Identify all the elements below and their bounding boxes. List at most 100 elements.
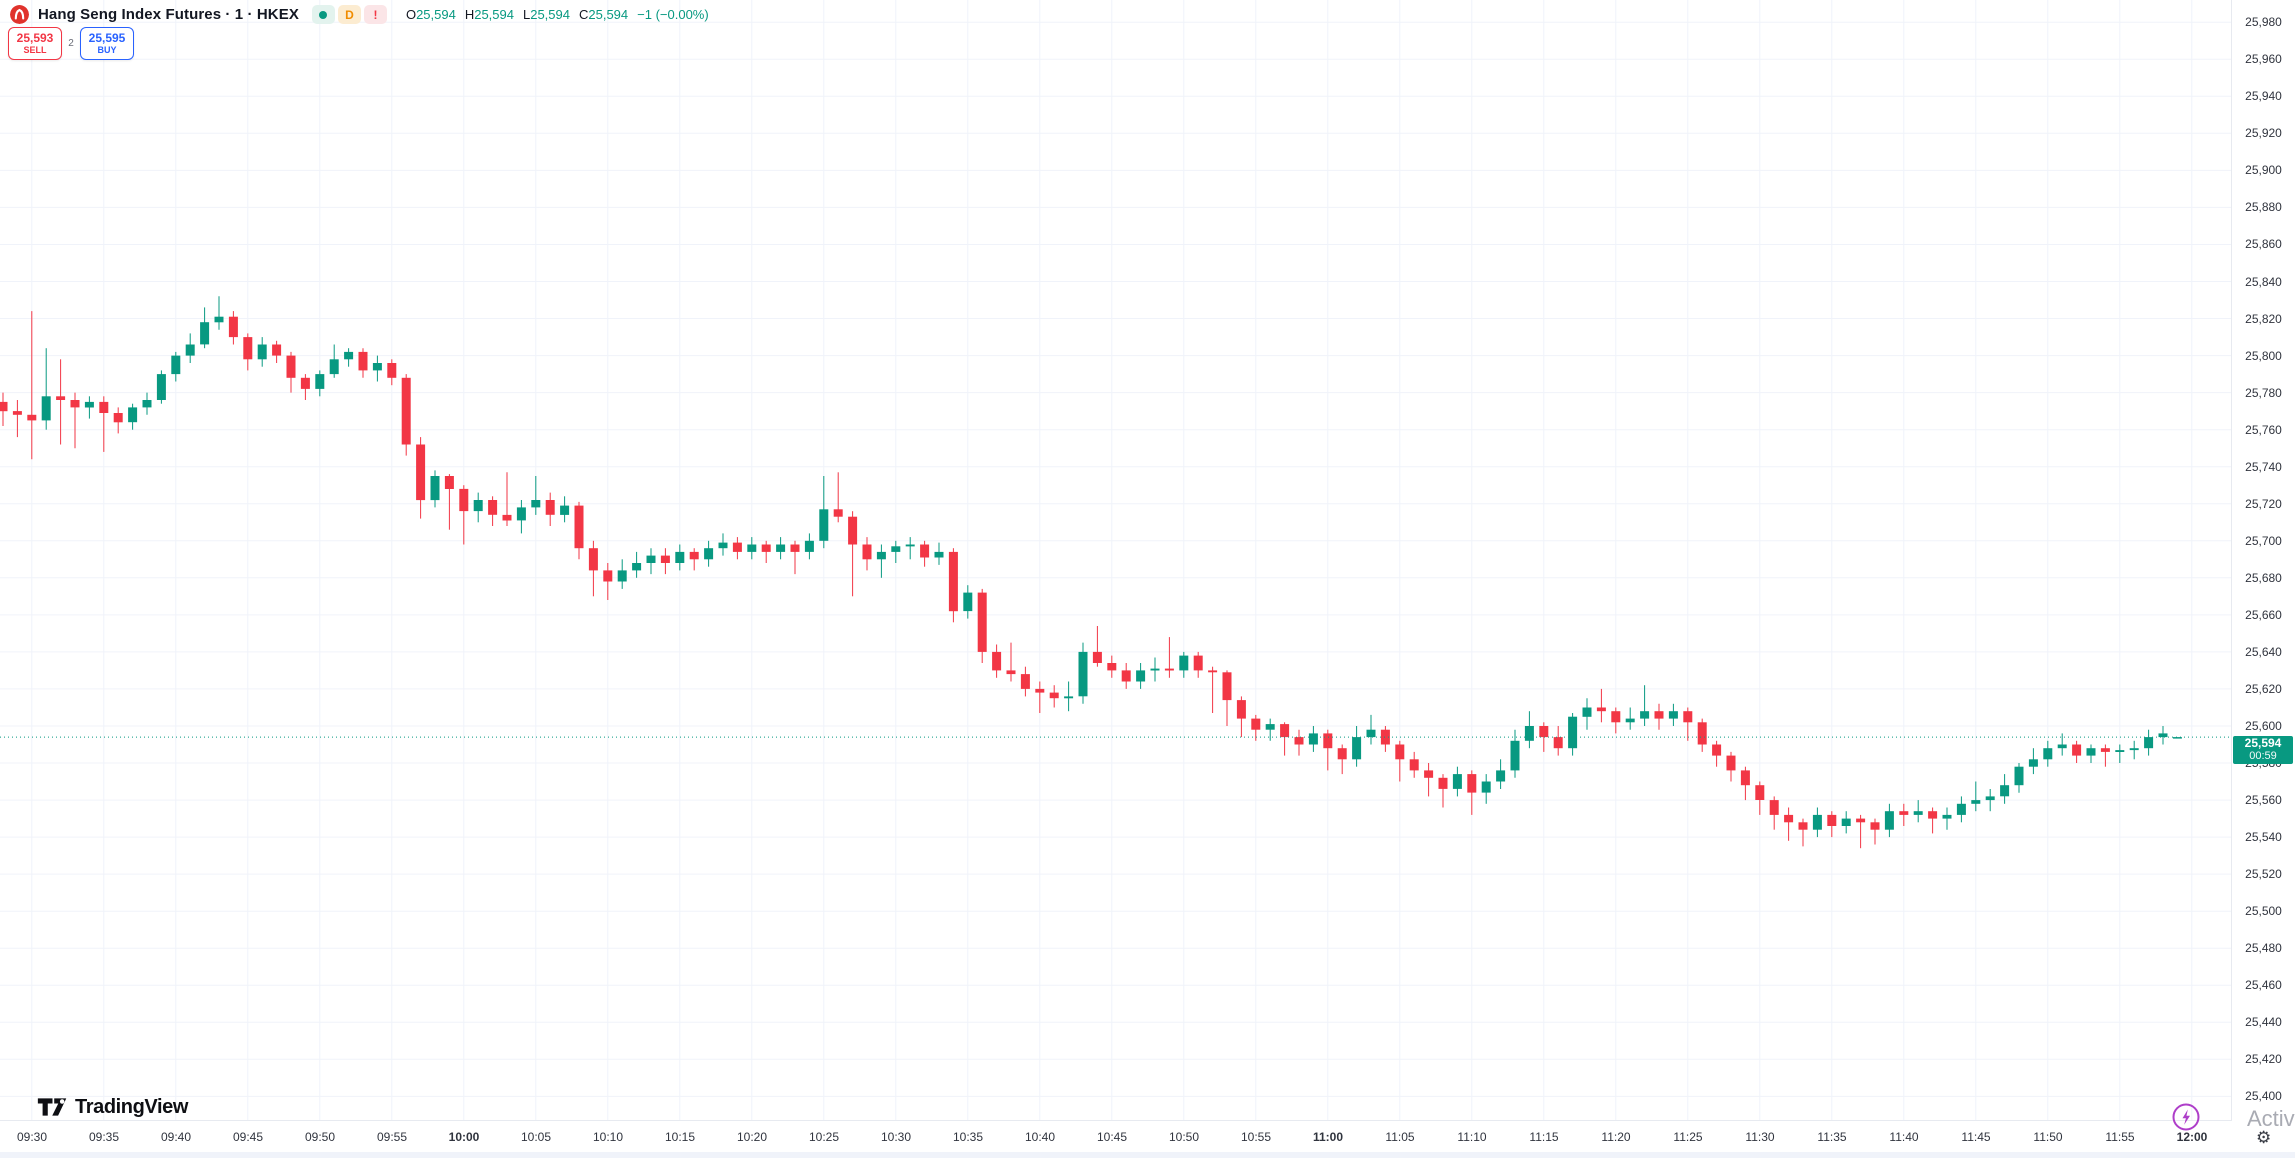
- candle[interactable]: [1712, 740, 1722, 767]
- candle[interactable]: [2115, 744, 2125, 764]
- candle[interactable]: [977, 588, 987, 663]
- hang-seng-logo-icon[interactable]: [10, 5, 29, 24]
- candle[interactable]: [2000, 774, 2010, 804]
- candle[interactable]: [2072, 740, 2082, 763]
- candle[interactable]: [214, 296, 224, 330]
- candle[interactable]: [545, 492, 555, 526]
- candle[interactable]: [2014, 763, 2024, 793]
- candle[interactable]: [444, 474, 454, 530]
- candle[interactable]: [185, 333, 195, 363]
- instant-trading-button[interactable]: [2171, 1102, 2201, 1132]
- buy-button[interactable]: 25,595 BUY: [80, 27, 134, 60]
- candle[interactable]: [992, 644, 1002, 678]
- candle[interactable]: [761, 540, 771, 563]
- candle[interactable]: [1035, 681, 1045, 714]
- tradingview-watermark[interactable]: TradingView: [37, 1095, 188, 1119]
- candle[interactable]: [833, 472, 843, 523]
- candle[interactable]: [2043, 740, 2053, 767]
- candle[interactable]: [1841, 811, 1851, 834]
- candle[interactable]: [1064, 681, 1074, 712]
- alert-badge[interactable]: !: [363, 5, 387, 24]
- candle[interactable]: [473, 492, 483, 523]
- candle[interactable]: [1308, 726, 1318, 752]
- candle[interactable]: [819, 476, 829, 549]
- candle[interactable]: [1323, 729, 1333, 771]
- candle[interactable]: [1121, 663, 1131, 689]
- candle[interactable]: [2129, 740, 2139, 760]
- candle[interactable]: [1928, 807, 1938, 834]
- candle[interactable]: [1568, 713, 1578, 756]
- candle[interactable]: [1524, 711, 1534, 749]
- candle[interactable]: [934, 542, 944, 565]
- candle[interactable]: [502, 472, 512, 526]
- candle[interactable]: [344, 348, 354, 367]
- candle[interactable]: [617, 559, 627, 589]
- candle[interactable]: [12, 400, 22, 438]
- candle[interactable]: [560, 496, 570, 523]
- candle[interactable]: [459, 485, 469, 545]
- candle[interactable]: [0, 392, 8, 426]
- candle[interactable]: [228, 311, 238, 345]
- candle[interactable]: [1510, 729, 1520, 778]
- candle[interactable]: [1280, 722, 1290, 756]
- candle[interactable]: [1769, 796, 1779, 830]
- candle[interactable]: [1913, 800, 1923, 823]
- candle[interactable]: [963, 585, 973, 619]
- candle[interactable]: [905, 537, 915, 560]
- candle[interactable]: [1640, 685, 1650, 726]
- candle[interactable]: [1899, 803, 1909, 826]
- candle[interactable]: [286, 351, 296, 393]
- time-axis[interactable]: 09:30 09:35 09:40 09:45 09:50 09:55 10:00 10:05…: [0, 1120, 2232, 1153]
- candle[interactable]: [1496, 759, 1506, 789]
- candle[interactable]: [200, 307, 210, 349]
- candle[interactable]: [1236, 696, 1246, 738]
- candle[interactable]: [776, 537, 786, 560]
- candle[interactable]: [1265, 718, 1275, 741]
- candle[interactable]: [1049, 685, 1059, 708]
- candle[interactable]: [1078, 642, 1088, 704]
- candle[interactable]: [531, 476, 541, 515]
- candle[interactable]: [747, 537, 757, 560]
- candle[interactable]: [574, 501, 584, 560]
- candle[interactable]: [732, 537, 742, 560]
- candle[interactable]: [1798, 818, 1808, 847]
- candle[interactable]: [1956, 796, 1966, 823]
- candle[interactable]: [1784, 807, 1794, 841]
- candle[interactable]: [358, 348, 368, 378]
- candle[interactable]: [1150, 657, 1160, 682]
- candle[interactable]: [588, 540, 598, 597]
- candle[interactable]: [848, 511, 858, 597]
- candle[interactable]: [1467, 770, 1477, 815]
- candle[interactable]: [516, 500, 526, 534]
- candle[interactable]: [84, 396, 94, 419]
- sell-button[interactable]: 25,593 SELL: [8, 27, 62, 60]
- candle[interactable]: [1006, 642, 1016, 682]
- candle[interactable]: [113, 407, 123, 434]
- candle[interactable]: [2144, 729, 2154, 756]
- price-axis[interactable]: 25,594 00:59 25,980 25,960 25,940 25,920 25,…: [2231, 0, 2295, 1158]
- candle[interactable]: [876, 544, 886, 578]
- candle[interactable]: [329, 344, 339, 378]
- candle[interactable]: [300, 374, 310, 400]
- candle[interactable]: [2028, 748, 2038, 775]
- delayed-data-badge[interactable]: D: [337, 5, 361, 24]
- candle[interactable]: [891, 540, 901, 563]
- candle[interactable]: [1251, 714, 1261, 741]
- candle[interactable]: [1726, 751, 1736, 782]
- candles-series[interactable]: [0, 296, 2182, 849]
- candle[interactable]: [1366, 714, 1376, 745]
- candle[interactable]: [1452, 766, 1462, 797]
- candle[interactable]: [1222, 670, 1232, 726]
- candle[interactable]: [2100, 744, 2110, 767]
- candle[interactable]: [1352, 726, 1362, 767]
- candle[interactable]: [718, 533, 728, 556]
- candle[interactable]: [1971, 781, 1981, 812]
- candle[interactable]: [1812, 807, 1822, 838]
- candle[interactable]: [1884, 803, 1894, 838]
- candle[interactable]: [948, 548, 958, 623]
- candle[interactable]: [660, 548, 670, 575]
- candle[interactable]: [1985, 789, 1995, 812]
- candle[interactable]: [1294, 729, 1304, 756]
- candle[interactable]: [257, 337, 267, 367]
- candle[interactable]: [430, 470, 440, 508]
